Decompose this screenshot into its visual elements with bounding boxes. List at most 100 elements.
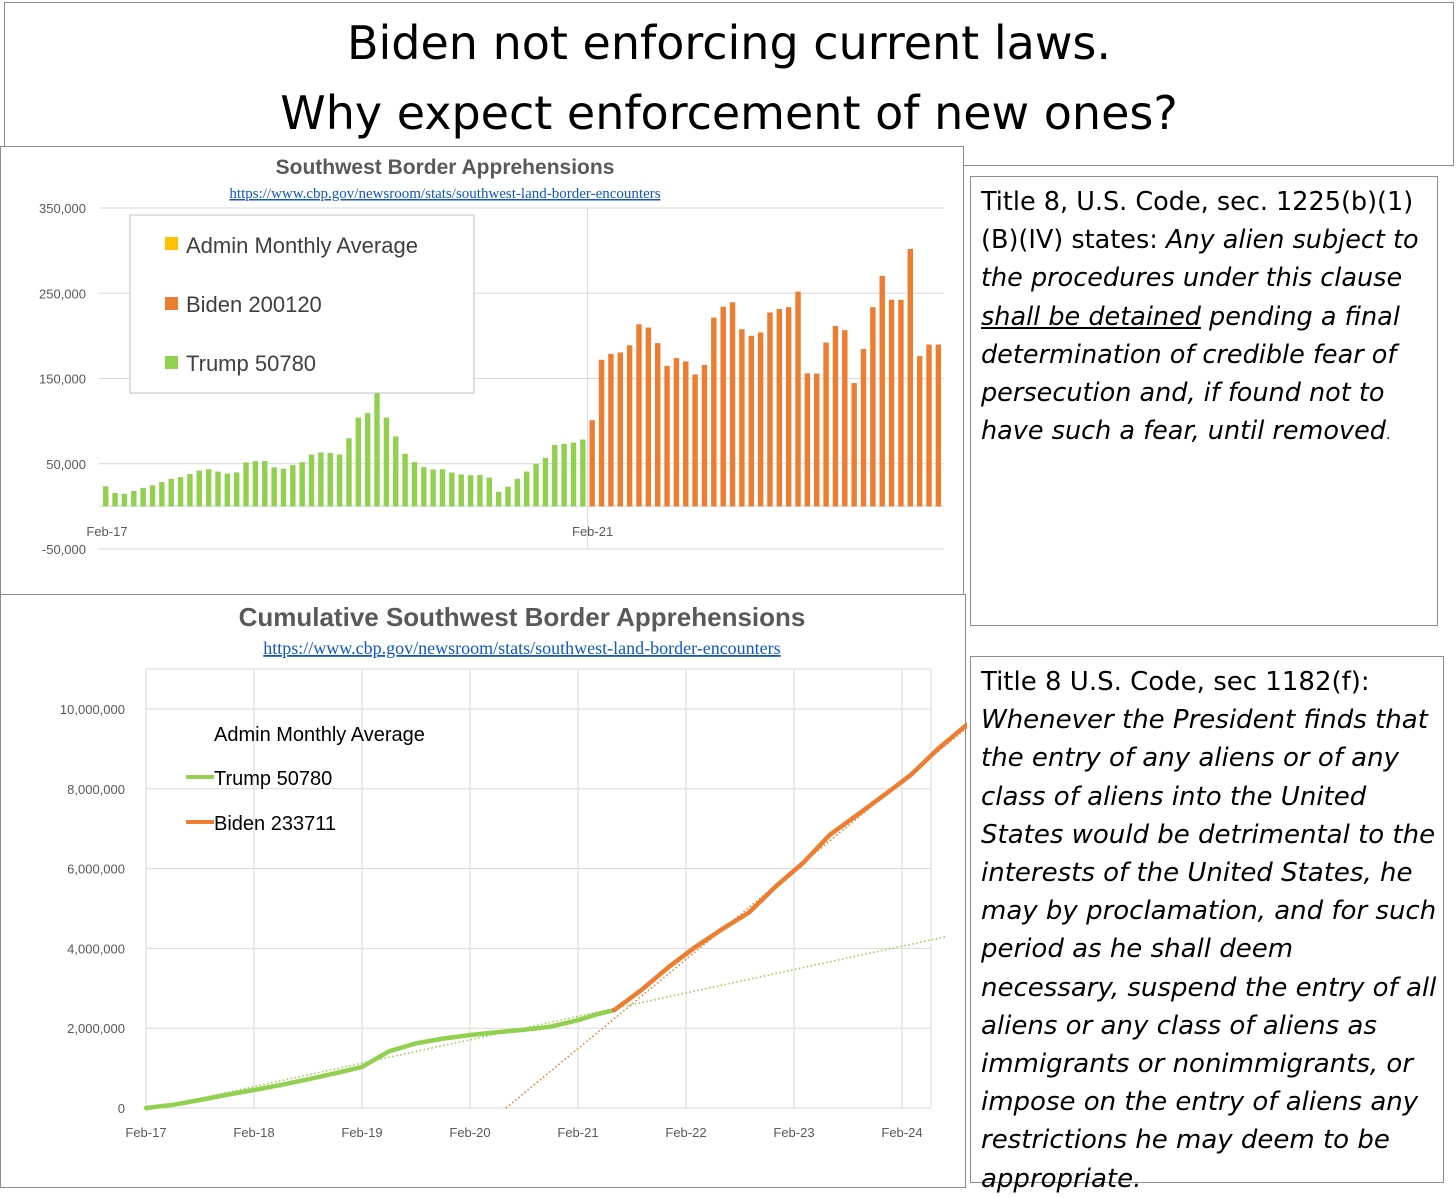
trump-bar [355, 417, 362, 507]
biden-bar [589, 420, 595, 507]
biden-bar [636, 324, 642, 507]
trump-bar [364, 413, 371, 507]
apprehensions-bar-chart: Southwest Border Apprehensions https://w… [0, 146, 964, 596]
chart1-source-link[interactable]: https://www.cbp.gov/newsroom/stats/south… [229, 186, 660, 202]
law1-quote-underlined: shall be detained [981, 301, 1201, 332]
y-tick-label: 10,000,000 [60, 702, 125, 717]
law-quote-1182f: Title 8 U.S. Code, sec 1182(f): Whenever… [970, 656, 1444, 1194]
trump-bar [467, 475, 474, 507]
trump-bar [477, 475, 483, 507]
y-tick-label: 0 [118, 1101, 125, 1116]
biden-bar [907, 248, 914, 507]
legend-title: Admin Monthly Average [214, 724, 425, 746]
biden-bar [654, 343, 661, 507]
trump-bar [196, 470, 202, 507]
trump-series-line [143, 1007, 617, 1111]
biden-bar [664, 365, 670, 507]
biden-bar [608, 353, 614, 507]
x-tick-label: Feb-24 [881, 1125, 922, 1140]
trump-bar [580, 439, 586, 507]
trump-bar [542, 457, 549, 507]
trump-bar [243, 462, 249, 507]
chart1-legend: Admin Monthly Average Biden 200120 Trump… [129, 214, 475, 394]
law1-period: . [1385, 427, 1391, 444]
y-tick-label: 150,000 [39, 372, 86, 387]
biden-bar [926, 344, 932, 507]
trump-bar [121, 493, 128, 507]
legend-swatch-admin [165, 237, 178, 250]
biden-bar [776, 309, 783, 507]
y-tick-label: 6,000,000 [67, 862, 125, 877]
biden-bar [626, 345, 633, 507]
line-chart-svg: Cumulative Southwest Border Apprehension… [60, 602, 967, 1140]
trump-bar [187, 473, 193, 507]
biden-bar [814, 373, 820, 507]
law2-citation: Title 8 U.S. Code, sec 1182(f): [981, 667, 1370, 697]
biden-bar [795, 291, 801, 507]
y-tick-label: 8,000,000 [67, 782, 125, 797]
biden-bar [729, 302, 736, 507]
biden-bar [870, 307, 876, 507]
x-tick-label: Feb-17 [125, 1125, 166, 1140]
law1-quote-part2: pending a final determination of credibl… [981, 301, 1400, 447]
cumulative-line-chart: Cumulative Southwest Border Apprehension… [0, 594, 967, 1188]
biden-bar [832, 325, 839, 507]
trump-bar [318, 452, 324, 507]
legend-swatch-biden [165, 297, 178, 310]
trump-bar [290, 465, 296, 507]
biden-bar [748, 335, 754, 507]
biden-bar [757, 332, 764, 507]
trump-bar [327, 453, 333, 507]
trump-bar [131, 491, 137, 507]
law1-states: states: [1063, 225, 1166, 256]
trump-bar [346, 438, 352, 507]
biden-bar [711, 317, 717, 507]
trump-bar [215, 471, 221, 507]
trump-bar [262, 461, 268, 507]
y-tick-label: 50,000 [46, 457, 86, 472]
trump-bar [430, 469, 436, 507]
trump-bar [299, 462, 305, 507]
trump-bar [421, 467, 427, 507]
law-quote-1225-text: Title 8, U.S. Code, sec. 1225(b)(1)(B)(I… [981, 183, 1433, 454]
biden-bar [935, 344, 942, 507]
y-tick-label: 2,000,000 [67, 1021, 125, 1036]
legend-label-biden: Biden 200120 [186, 292, 322, 317]
law2-quote: Whenever the President finds that the en… [981, 705, 1437, 1194]
y-tick-label: 250,000 [39, 286, 86, 301]
biden-bar [804, 373, 811, 507]
trump-bar [224, 473, 231, 507]
main-title-line-1: Biden not enforcing current laws. [346, 16, 1112, 70]
trump-bar [336, 454, 343, 507]
chart2-legend: Admin Monthly Average Trump 50780 Biden … [186, 724, 425, 835]
trendline [505, 726, 967, 1109]
trump-bar [233, 472, 240, 507]
trump-bar [149, 485, 156, 507]
chart1-title: Southwest Border Apprehensions [276, 156, 615, 179]
trump-bar [533, 463, 539, 507]
chart2-source-link[interactable]: https://www.cbp.gov/newsroom/stats/south… [263, 638, 780, 658]
law-quote-1225: Title 8, U.S. Code, sec. 1225(b)(1)(B)(I… [970, 176, 1438, 626]
trump-bar [570, 442, 577, 507]
trump-bar [112, 492, 118, 507]
trump-bar [402, 453, 408, 507]
y-tick-label: 350,000 [39, 201, 86, 216]
trump-bar [393, 436, 399, 507]
x-tick-label: Feb-21 [557, 1125, 598, 1140]
biden-bar [916, 356, 923, 507]
main-title-line-2: Why expect enforcement of new ones? [280, 86, 1178, 140]
x-tick-label: Feb-17 [86, 524, 127, 539]
biden-bar [645, 327, 652, 507]
trump-bar [439, 469, 446, 507]
legend-frame [129, 214, 475, 394]
biden-bar [879, 275, 885, 507]
legend-label-trump: Trump 50780 [186, 351, 316, 376]
legend-label-biden: Biden 233711 [214, 813, 336, 835]
biden-bar [720, 306, 726, 507]
trump-bar [552, 444, 558, 507]
biden-bar [683, 361, 689, 507]
biden-bar [739, 329, 745, 507]
trump-bar [505, 486, 511, 507]
trump-bar [495, 491, 502, 507]
biden-bar [888, 299, 895, 507]
